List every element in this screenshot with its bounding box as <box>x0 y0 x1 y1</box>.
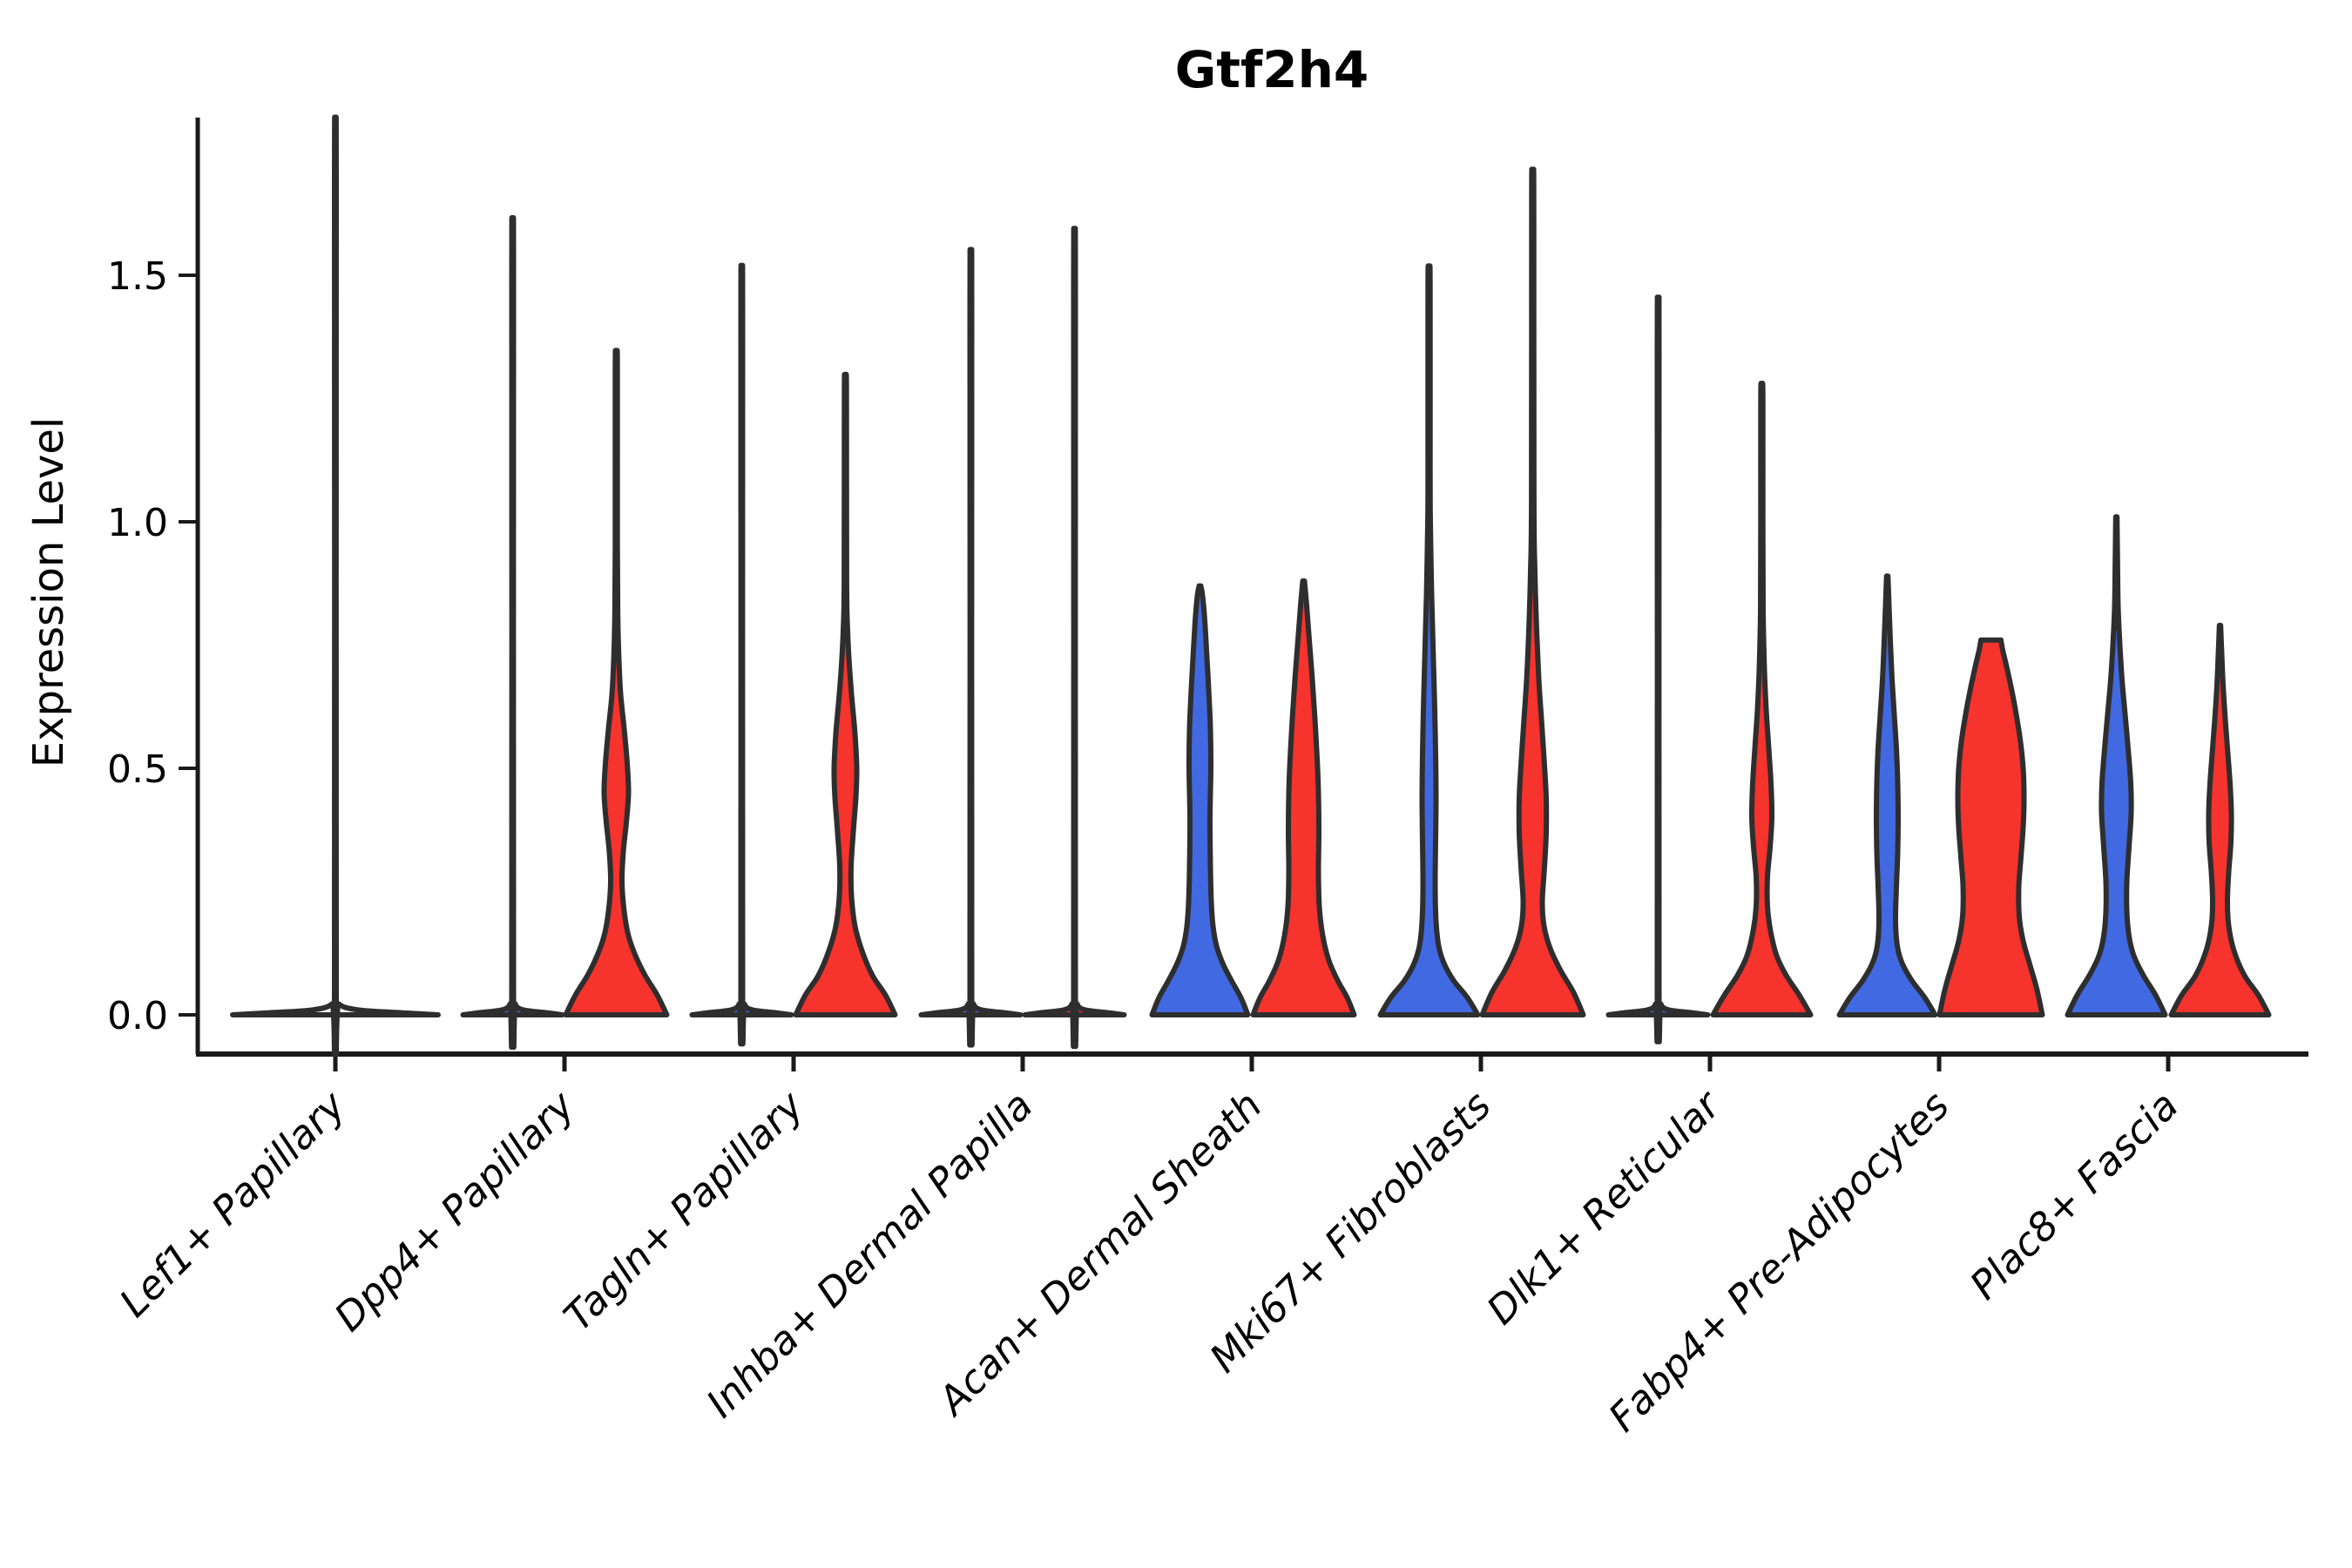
violin-dlk1-reticular-red <box>1710 381 1814 1017</box>
violins <box>230 114 2272 1057</box>
x-tick-label: Lef1+ Papillary <box>111 1081 355 1326</box>
violin-fabp4-pre-adipocytes-red <box>1936 637 2045 1017</box>
violin-tagln-papillary-red <box>793 371 898 1017</box>
violin-inhba-dermal-papilla-red <box>1022 226 1127 1050</box>
x-tick-label: Plac8+ Fascia <box>1961 1082 2187 1308</box>
violin-mki67-fibroblasts-red <box>1479 166 1586 1017</box>
chart-title: Gtf2h4 <box>1175 40 1369 99</box>
axes <box>179 118 2308 1071</box>
x-tick-label: Tagln+ Papillary <box>555 1081 814 1340</box>
y-tick-label: 0.0 <box>107 994 168 1038</box>
violin-fabp4-pre-adipocytes-blue <box>1836 573 1938 1017</box>
y-tick-label: 0.5 <box>107 747 168 792</box>
y-axis-label: Expression Level <box>24 417 73 768</box>
y-tick-label: 1.0 <box>107 501 168 545</box>
violin-dpp4-papillary-blue <box>460 214 565 1051</box>
violin-dlk1-reticular-blue <box>1605 294 1711 1044</box>
y-tick-label: 1.5 <box>107 254 168 299</box>
violin-inhba-dermal-papilla-blue <box>918 247 1024 1048</box>
violin-plac8-fascia-blue <box>2065 514 2168 1017</box>
violin-acan-dermal-sheath-red <box>1250 578 1357 1017</box>
violin-plac8-fascia-red <box>2168 622 2272 1017</box>
x-tick-label: Dpp4+ Papillary <box>326 1081 585 1340</box>
violin-mki67-fibroblasts-blue <box>1377 263 1481 1017</box>
violin-dpp4-papillary-red <box>563 348 670 1017</box>
violin-acan-dermal-sheath-blue <box>1149 583 1251 1017</box>
x-tick-label: Dlk1+ Reticular <box>1477 1081 1730 1334</box>
violin-tagln-papillary-blue <box>689 262 794 1047</box>
violin-lef1-papillary-none <box>230 114 441 1057</box>
